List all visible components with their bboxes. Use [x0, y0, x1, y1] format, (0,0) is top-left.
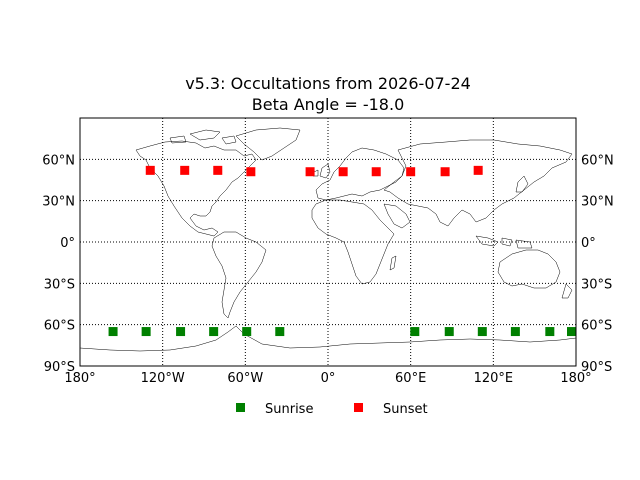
plot-frame	[79, 117, 577, 367]
sunset-marker	[213, 165, 223, 175]
north-america-coastline	[135, 140, 257, 237]
chart-title-line1: v5.3: Occultations from 2026-07-24	[185, 74, 471, 93]
y-tick-label-right: 90°S	[581, 360, 612, 375]
sunrise-marker	[410, 327, 420, 337]
sunset-marker	[246, 167, 256, 177]
y-tick-label-left: 30°S	[44, 277, 75, 292]
legend: Sunrise Sunset	[236, 402, 428, 417]
y-tick-label-right: 30°S	[581, 277, 612, 292]
sunset-marker	[473, 165, 483, 175]
new-zealand-coastline	[561, 283, 573, 299]
sunrise-marker	[141, 327, 151, 337]
y-tick-label-right: 60°N	[581, 153, 614, 168]
sunset-marker	[305, 167, 315, 177]
madagascar-coastline	[389, 255, 397, 271]
sunrise-marker	[477, 327, 487, 337]
greenland-coastline	[235, 127, 301, 161]
y-tick-label-left: 60°S	[44, 319, 75, 334]
south-america-coastline	[211, 231, 267, 319]
sunrise-marker	[567, 327, 576, 337]
sunset-marker	[406, 167, 416, 177]
y-tick-label-right: 30°N	[581, 195, 614, 210]
y-tick-label-left: 0°	[60, 236, 75, 251]
arabia-coastline	[383, 203, 411, 229]
y-tick-label-right: 60°S	[581, 319, 612, 334]
x-tick-label: 60°E	[395, 371, 426, 386]
sunrise-marker	[176, 327, 186, 337]
plot-area	[79, 117, 577, 367]
y-tick-label-left: 60°N	[42, 153, 75, 168]
africa-coastline	[311, 199, 395, 285]
legend-label-sunrise: Sunrise	[265, 402, 313, 417]
y-tick-labels-left: 60°N 30°N 0° 30°S 60°S 90°S	[42, 153, 75, 375]
sunrise-marker	[108, 327, 118, 337]
x-tick-label: 180°	[560, 371, 591, 386]
japan-coastline	[515, 175, 529, 193]
southeast-asia-islands-coastline	[475, 235, 533, 249]
sunset-marker	[180, 165, 190, 175]
sunset-marker	[338, 167, 348, 177]
europe-coastline	[315, 147, 405, 201]
legend-label-sunset: Sunset	[383, 402, 428, 417]
x-tick-label: 120°E	[474, 371, 514, 386]
sunset-marker	[145, 165, 155, 175]
y-tick-label-left: 90°S	[44, 360, 75, 375]
y-tick-label-right: 0°	[581, 236, 596, 251]
y-tick-labels-right: 60°N 30°N 0° 30°S 60°S 90°S	[581, 153, 614, 375]
sunset-marker	[440, 167, 450, 177]
sunrise-marker	[242, 327, 252, 337]
antarctica-coastline	[79, 325, 577, 352]
x-tick-label: 120°W	[141, 371, 185, 386]
sunrise-marker	[275, 327, 285, 337]
x-tick-label: 0°	[321, 371, 336, 386]
legend-marker-sunset	[354, 403, 363, 412]
x-tick-labels: 180° 120°W 60°W 0° 60°E 120°E 180°	[64, 371, 591, 386]
sunrise-marker	[545, 327, 555, 337]
sunset-marker	[371, 167, 381, 177]
x-tick-label: 60°W	[227, 371, 263, 386]
chart-title-line2: Beta Angle = -18.0	[252, 95, 405, 114]
sunrise-marker	[209, 327, 219, 337]
x-tick-label: 180°	[64, 371, 95, 386]
y-tick-label-left: 30°N	[42, 195, 75, 210]
asia-coastline	[383, 139, 573, 227]
legend-marker-sunrise	[236, 403, 245, 412]
occultation-markers	[108, 165, 576, 337]
sunrise-marker	[510, 327, 520, 337]
world-coastlines	[79, 127, 577, 352]
arctic-islands-coastline	[169, 129, 237, 145]
sunrise-marker	[444, 327, 454, 337]
